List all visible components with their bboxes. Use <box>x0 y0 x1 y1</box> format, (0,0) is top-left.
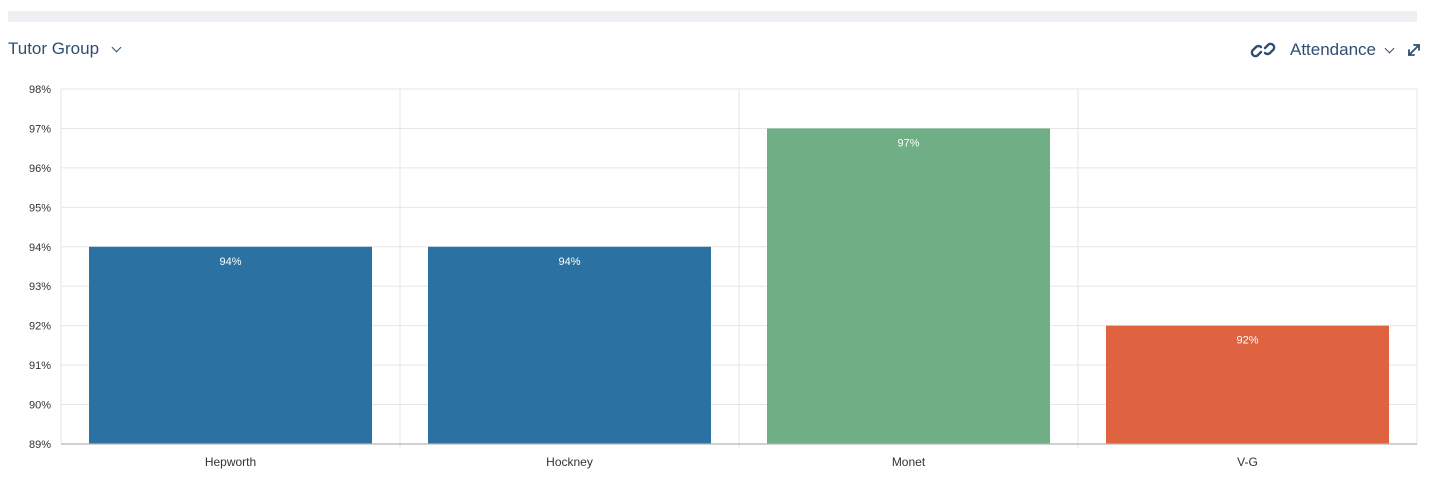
x-axis-category-labels: Hepworth Hockney Monet V-G <box>205 455 1258 469</box>
y-tick-label: 96% <box>29 163 51 175</box>
y-axis-tick-labels: 89% 90% 91% 92% 93% 94% 95% 96% 97% 98% <box>29 84 51 451</box>
y-tick-label: 94% <box>29 242 51 254</box>
bar-value-label: 97% <box>897 137 919 149</box>
link-icon[interactable] <box>1250 37 1276 63</box>
bar-value-label: 94% <box>219 256 241 268</box>
group-by-label: Tutor Group <box>8 39 100 58</box>
y-tick-label: 93% <box>29 281 51 293</box>
chevron-down-icon <box>1384 43 1395 53</box>
bar-hockney[interactable] <box>428 246 711 444</box>
y-tick-label: 92% <box>29 321 51 333</box>
bar-value-label: 92% <box>1236 335 1258 347</box>
y-tick-label: 95% <box>29 202 51 214</box>
bar-monet[interactable] <box>767 128 1050 444</box>
x-category-label: V-G <box>1237 455 1258 469</box>
expand-icon[interactable] <box>1407 43 1421 57</box>
bar-v-g[interactable] <box>1106 325 1389 444</box>
bar-value-label: 94% <box>558 256 580 268</box>
y-tick-label: 90% <box>29 400 51 412</box>
y-tick-label: 98% <box>29 84 51 96</box>
bar-hepworth[interactable] <box>89 246 372 444</box>
chart-bars <box>89 128 1389 444</box>
chart-header: Tutor Group Attendance <box>0 33 1429 67</box>
metric-label: Attendance <box>1289 40 1376 59</box>
y-tick-label: 89% <box>29 439 51 451</box>
x-category-label: Hepworth <box>205 455 256 469</box>
chevron-down-icon <box>111 42 122 52</box>
bar-data-labels: 94% 94% 97% 92% <box>219 137 1258 346</box>
top-strip <box>8 11 1417 22</box>
group-by-dropdown[interactable]: Tutor Group <box>8 39 122 59</box>
y-tick-label: 91% <box>29 360 51 372</box>
header-controls: Attendance <box>1250 37 1421 63</box>
bar-chart: 89% 90% 91% 92% 93% 94% 95% 96% 97% 98% 94% 94% 97%… <box>29 84 1418 469</box>
y-tick-label: 97% <box>29 123 51 135</box>
x-category-label: Monet <box>892 455 926 469</box>
metric-dropdown[interactable]: Attendance <box>1289 40 1395 60</box>
x-category-label: Hockney <box>546 455 593 469</box>
